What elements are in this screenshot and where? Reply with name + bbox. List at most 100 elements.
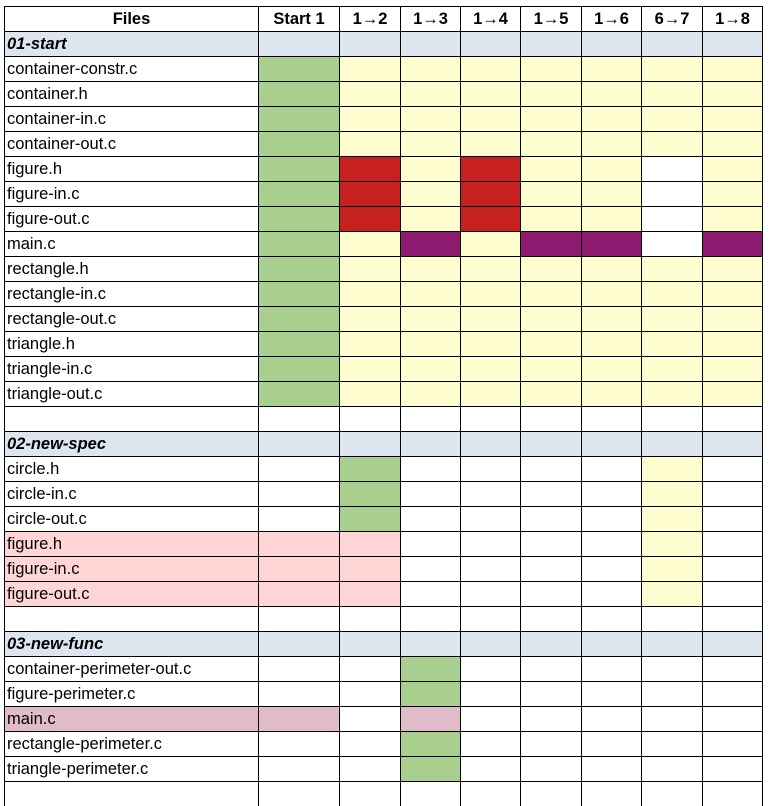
status-cell: [521, 532, 582, 557]
status-cell: [259, 257, 340, 282]
status-cell: [401, 282, 461, 307]
status-cell: [642, 257, 703, 282]
status-cell: [642, 757, 703, 782]
section-cell: [582, 32, 642, 57]
status-cell: [259, 457, 340, 482]
status-cell: [703, 732, 763, 757]
file-row: figure.h: [5, 157, 763, 182]
status-cell: [461, 132, 521, 157]
file-row: triangle-in.c: [5, 357, 763, 382]
status-cell: [582, 707, 642, 732]
empty-cell: [582, 607, 642, 632]
status-cell: [401, 107, 461, 132]
empty-cell: [642, 607, 703, 632]
status-cell: [401, 257, 461, 282]
status-cell: [642, 582, 703, 607]
status-cell: [340, 307, 401, 332]
file-row: figure-in.c: [5, 557, 763, 582]
status-cell: [582, 107, 642, 132]
status-cell: [521, 507, 582, 532]
status-cell: [642, 282, 703, 307]
status-cell: [259, 682, 340, 707]
status-cell: [461, 107, 521, 132]
status-cell: [259, 82, 340, 107]
status-cell: [340, 157, 401, 182]
status-cell: [401, 732, 461, 757]
status-cell: [521, 357, 582, 382]
file-name: circle.h: [5, 457, 259, 482]
empty-cell: [582, 407, 642, 432]
file-name: figure.h: [5, 157, 259, 182]
status-cell: [461, 307, 521, 332]
status-cell: [703, 507, 763, 532]
col-1-to-4-header: 1→4: [461, 7, 521, 32]
section-cell: [259, 632, 340, 657]
section-cell: [582, 432, 642, 457]
file-name: main.c: [5, 232, 259, 257]
col-1-to-8-header: 1→8: [703, 7, 763, 32]
status-cell: [259, 232, 340, 257]
status-cell: [401, 82, 461, 107]
status-cell: [461, 757, 521, 782]
status-cell: [340, 707, 401, 732]
status-cell: [340, 107, 401, 132]
status-cell: [642, 182, 703, 207]
status-cell: [521, 332, 582, 357]
section-cell: [340, 432, 401, 457]
file-name: triangle-perimeter.c: [5, 757, 259, 782]
empty-cell: [340, 607, 401, 632]
status-cell: [582, 757, 642, 782]
file-name: rectangle-perimeter.c: [5, 732, 259, 757]
status-cell: [401, 707, 461, 732]
section-cell: [259, 432, 340, 457]
status-cell: [340, 282, 401, 307]
status-cell: [461, 657, 521, 682]
status-cell: [401, 582, 461, 607]
status-cell: [582, 157, 642, 182]
status-cell: [340, 732, 401, 757]
status-cell: [582, 257, 642, 282]
empty-cell: [5, 407, 259, 432]
status-cell: [521, 682, 582, 707]
section-cell: [461, 32, 521, 57]
status-cell: [259, 332, 340, 357]
status-cell: [582, 732, 642, 757]
status-cell: [259, 382, 340, 407]
file-row: container-out.c: [5, 132, 763, 157]
status-cell: [461, 57, 521, 82]
status-cell: [340, 657, 401, 682]
status-cell: [340, 182, 401, 207]
status-cell: [521, 157, 582, 182]
status-cell: [259, 582, 340, 607]
section-cell: [642, 32, 703, 57]
status-cell: [401, 132, 461, 157]
status-cell: [401, 232, 461, 257]
status-cell: [703, 682, 763, 707]
file-name: circle-out.c: [5, 507, 259, 532]
status-cell: [461, 257, 521, 282]
status-cell: [340, 532, 401, 557]
status-cell: [259, 657, 340, 682]
status-cell: [582, 182, 642, 207]
status-cell: [259, 107, 340, 132]
status-cell: [642, 382, 703, 407]
empty-cell: [259, 407, 340, 432]
status-cell: [401, 532, 461, 557]
file-row: container.h: [5, 82, 763, 107]
status-cell: [461, 582, 521, 607]
col-1-to-3-header: 1→3: [401, 7, 461, 32]
status-cell: [703, 707, 763, 732]
empty-cell: [461, 782, 521, 806]
status-cell: [521, 732, 582, 757]
col-1-to-6-header: 1→6: [582, 7, 642, 32]
status-cell: [521, 557, 582, 582]
status-cell: [642, 232, 703, 257]
file-row: main.c: [5, 232, 763, 257]
status-cell: [642, 482, 703, 507]
status-cell: [582, 207, 642, 232]
status-cell: [461, 382, 521, 407]
status-cell: [401, 57, 461, 82]
status-cell: [582, 507, 642, 532]
spacer-row: [5, 607, 763, 632]
